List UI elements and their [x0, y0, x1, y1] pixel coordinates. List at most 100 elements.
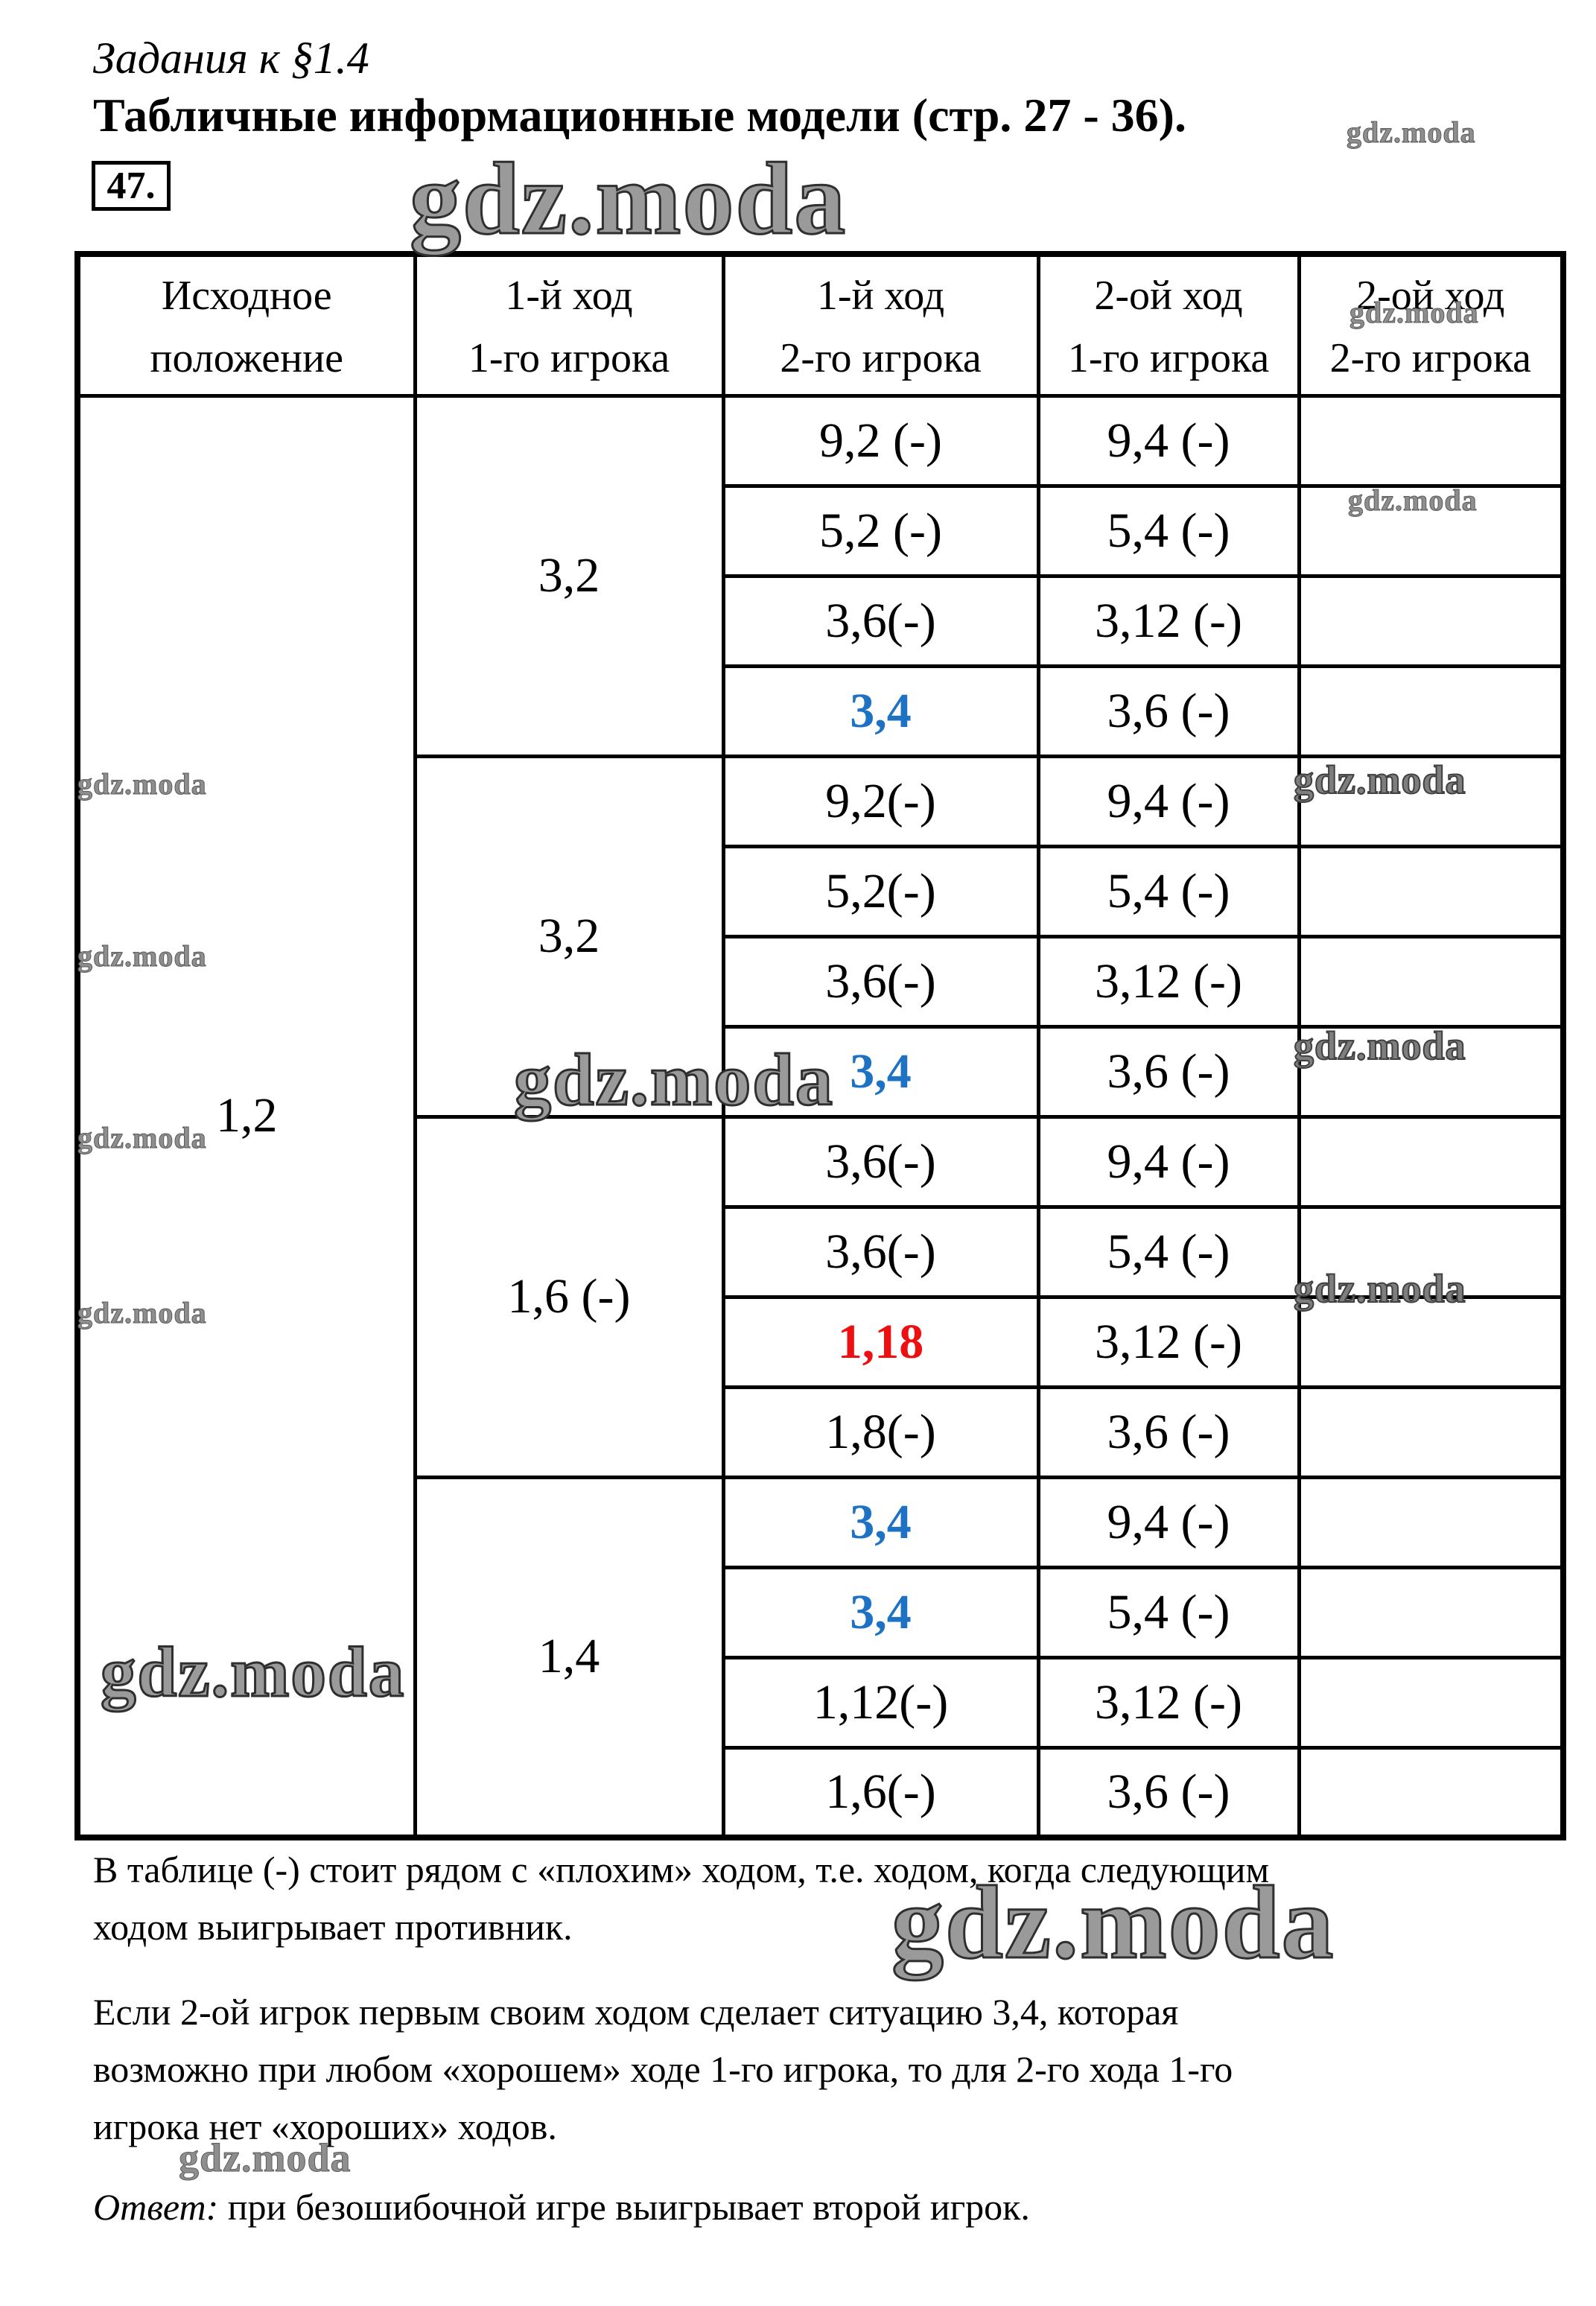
- col-header-move2-p1: 2-ой ход 1-го игрока: [1036, 252, 1301, 398]
- moves-table: Исходное положение 1-й ход 1-го игрока 1…: [74, 251, 1566, 1840]
- cell-move1-p2: 9,2 (-): [721, 393, 1040, 488]
- cell-move2-p1: 5,4 (-): [1036, 1204, 1301, 1299]
- cell-move2-p2: [1297, 844, 1565, 938]
- watermark-top-right: gdz.moda: [1347, 115, 1476, 149]
- page-heading: Табличные информационные модели (стр. 27…: [93, 89, 1186, 142]
- cell-move2-p2: [1297, 1565, 1565, 1659]
- cell-move1-p2: 5,2 (-): [721, 483, 1040, 578]
- col-header-move1-p1: 1-й ход 1-го игрока: [413, 252, 725, 398]
- table-row: 1,8(-) 3,6 (-): [77, 1385, 1565, 1479]
- note-line: возможно при любом «хорошем» ходе 1-го и…: [93, 2048, 1233, 2090]
- table-row: 3,4 5,4 (-): [77, 1565, 1565, 1659]
- cell-move2-p1: 3,6 (-): [1036, 1024, 1301, 1119]
- cell-group3-move1-p1: 1,6 (-): [413, 1114, 725, 1479]
- table-row: 1,6 (-) 3,6(-) 9,4 (-): [77, 1114, 1565, 1479]
- col-header-line: 1-го игрока: [468, 335, 670, 381]
- col-header-line: 2-го игрока: [1329, 335, 1531, 381]
- note-line: Если 2-ой игрок первым своим ходом сдела…: [93, 1991, 1179, 2033]
- cell-move2-p2: [1297, 1745, 1565, 1840]
- cell-move2-p1: 3,6 (-): [1036, 1745, 1301, 1840]
- cell-move2-p1: 9,4 (-): [1036, 754, 1301, 848]
- col-header-initial-position: Исходное положение: [75, 252, 417, 398]
- note-paragraph-2: Если 2-ой игрок первым своим ходом сдела…: [93, 1983, 1233, 2156]
- header-row: Исходное положение 1-й ход 1-го игрока 1…: [75, 252, 1565, 398]
- cell-move2-p2: [1297, 1114, 1565, 1209]
- cell-move1-p2: 3,4: [721, 1475, 1040, 1569]
- cell-move2-p1: 3,6 (-): [1036, 664, 1301, 758]
- note-paragraph-1: В таблице (-) стоит рядом с «плохим» ход…: [93, 1841, 1269, 1956]
- cell-move1-p2: 3,6(-): [721, 1114, 1040, 1209]
- cell-move2-p1: 5,4 (-): [1036, 1565, 1301, 1659]
- cell-move2-p2: [1297, 754, 1565, 848]
- note-line: В таблице (-) стоит рядом с «плохим» ход…: [93, 1849, 1270, 1890]
- cell-move2-p2: [1297, 1295, 1565, 1389]
- cell-move1-p2: 9,2(-): [721, 754, 1040, 848]
- problem-number: 47.: [106, 165, 156, 207]
- table-row: 1,4 3,4 9,4 (-): [77, 1475, 1565, 1840]
- watermark-title-big: gdz.moda: [408, 142, 848, 255]
- col-header-line: 2-ой ход: [1094, 273, 1243, 319]
- cell-move1-p2: 1,12(-): [721, 1655, 1040, 1750]
- cell-move1-p2: 1,6(-): [721, 1745, 1040, 1840]
- table-row: 1,2 3,2 9,2 (-) 9,4 (-): [75, 393, 1565, 1840]
- col-header-line: 1-го игрока: [1067, 335, 1270, 381]
- cell-move1-p2: 5,2(-): [721, 844, 1040, 938]
- table-row: 3,4 3,6 (-): [77, 1024, 1565, 1119]
- cell-move2-p1: 9,4 (-): [1036, 1114, 1301, 1209]
- table-row: 3,6(-) 5,4 (-): [77, 1204, 1565, 1299]
- col-header-line: положение: [150, 335, 343, 381]
- cell-move2-p2: [1297, 1385, 1565, 1479]
- note-line: ходом выигрывает противник.: [93, 1906, 573, 1948]
- cell-move2-p1: 9,4 (-): [1036, 393, 1301, 488]
- cell-move1-p2: 3,4: [721, 1565, 1040, 1659]
- table-row: 1,12(-) 3,12 (-): [77, 1655, 1565, 1750]
- section-title: Задания к §1.4: [93, 34, 369, 83]
- cell-move2-p2: [1297, 574, 1565, 668]
- cell-move2-p2: [1297, 483, 1565, 578]
- cell-move2-p2: [1297, 1204, 1565, 1299]
- cell-move2-p2: [1297, 1655, 1565, 1750]
- answer-line: Ответ: при безошибочной игре выигрывает …: [93, 2179, 1030, 2236]
- cell-initial-position: 1,2: [75, 393, 417, 1840]
- col-header-line: 1-й ход: [505, 273, 633, 319]
- cell-group1-move1-p1: 3,2: [413, 393, 725, 758]
- cell-move2-p1: 3,12 (-): [1036, 574, 1301, 668]
- cell-move2-p2: [1297, 393, 1565, 488]
- cell-move1-p2: 3,4: [721, 664, 1040, 758]
- cell-move2-p1: 5,4 (-): [1036, 844, 1301, 938]
- cell-move1-p2: 3,6(-): [721, 1204, 1040, 1299]
- cell-move2-p1: 9,4 (-): [1036, 1475, 1301, 1569]
- table-row: 5,2(-) 5,4 (-): [77, 844, 1565, 938]
- cell-move2-p1: 3,12 (-): [1036, 1295, 1301, 1389]
- cell-move2-p2: [1297, 1475, 1565, 1569]
- cell-move2-p1: 5,4 (-): [1036, 483, 1301, 578]
- cell-move2-p2: [1297, 934, 1565, 1029]
- col-header-line: 2-го игрока: [780, 335, 982, 381]
- table-row: 3,4 3,6 (-): [77, 664, 1565, 758]
- cell-move1-p2: 3,4: [721, 1024, 1040, 1119]
- cell-move2-p1: 3,12 (-): [1036, 934, 1301, 1029]
- table-row: 1,18 3,12 (-): [77, 1295, 1565, 1389]
- answer-text: при безошибочной игре выигрывает второй …: [218, 2186, 1030, 2228]
- col-header-line: 2-ой ход: [1356, 273, 1505, 319]
- cell-move2-p2: [1297, 664, 1565, 758]
- cell-move1-p2: 3,6(-): [721, 574, 1040, 668]
- cell-group2-move1-p1: 3,2: [413, 754, 725, 1119]
- cell-move1-p2: 1,18: [721, 1295, 1040, 1389]
- note-line: игрока нет «хороших» ходов.: [93, 2106, 557, 2147]
- col-header-move1-p2: 1-й ход 2-го игрока: [721, 252, 1040, 398]
- cell-move2-p1: 3,12 (-): [1036, 1655, 1301, 1750]
- table-row: 1,6(-) 3,6 (-): [77, 1745, 1565, 1840]
- col-header-line: 1-й ход: [816, 273, 945, 319]
- col-header-move2-p2: 2-ой ход 2-го игрока: [1297, 252, 1565, 398]
- cell-group4-move1-p1: 1,4: [413, 1475, 725, 1840]
- cell-move2-p1: 3,6 (-): [1036, 1385, 1301, 1479]
- table-row: 3,6(-) 3,12 (-): [77, 934, 1565, 1029]
- cell-move1-p2: 1,8(-): [721, 1385, 1040, 1479]
- table-row: 3,6(-) 3,12 (-): [77, 574, 1565, 668]
- answer-label: Ответ:: [93, 2186, 219, 2228]
- table-row: 3,2 9,2(-) 9,4 (-): [77, 754, 1565, 1119]
- table-row: 5,2 (-) 5,4 (-): [77, 483, 1565, 578]
- col-header-line: Исходное: [161, 273, 332, 319]
